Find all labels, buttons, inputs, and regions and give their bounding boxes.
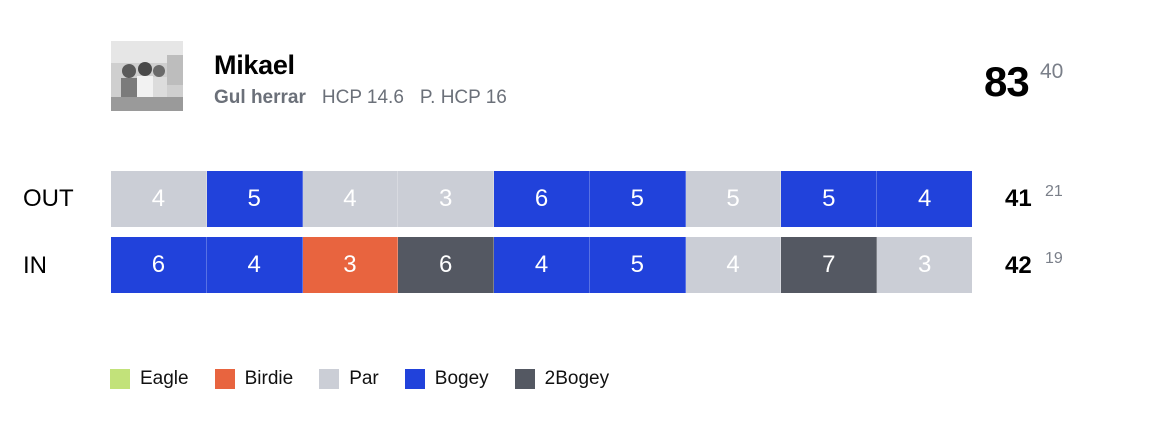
legend-label: 2Bogey bbox=[544, 368, 610, 389]
legend-label: Bogey bbox=[434, 368, 489, 389]
legend-label: Par bbox=[349, 368, 379, 389]
legend-label: Eagle bbox=[140, 368, 189, 389]
legend-item-par: Par bbox=[319, 368, 379, 390]
row-score-in: 42 bbox=[1005, 252, 1032, 279]
row-label-in: IN bbox=[23, 252, 47, 279]
hole-cell: 4 bbox=[685, 237, 782, 293]
hole-cell: 3 bbox=[398, 171, 495, 227]
player-avatar bbox=[111, 41, 183, 111]
player-name: Mikael bbox=[214, 50, 295, 80]
row-label-out: OUT bbox=[23, 185, 74, 212]
legend-swatch bbox=[214, 369, 235, 389]
hole-cell: 4 bbox=[111, 171, 207, 227]
total-points: 40 bbox=[1040, 60, 1064, 83]
legend-label: Birdie bbox=[244, 368, 294, 389]
playing-hcp-label: P. HCP 16 bbox=[419, 87, 507, 108]
hole-cell: 5 bbox=[589, 171, 686, 227]
legend-item-bogey: Bogey bbox=[404, 368, 489, 390]
hole-cell: 5 bbox=[685, 171, 782, 227]
hole-cell: 7 bbox=[781, 237, 878, 293]
legend: Eagle Birdie Par Bogey 2Bogey bbox=[110, 368, 635, 390]
hole-cell: 5 bbox=[589, 237, 686, 293]
hole-cell: 6 bbox=[111, 237, 207, 293]
hole-cell: 4 bbox=[302, 171, 399, 227]
hcp-label: HCP 14.6 bbox=[321, 87, 404, 108]
legend-item-birdie: Birdie bbox=[214, 368, 294, 390]
hole-cell: 4 bbox=[877, 171, 973, 227]
hole-cell: 3 bbox=[877, 237, 973, 293]
tee-label: Gul herrar bbox=[214, 87, 306, 108]
legend-swatch bbox=[514, 369, 535, 389]
legend-swatch bbox=[319, 369, 340, 389]
player-meta: Gul herrar HCP 14.6 P. HCP 16 bbox=[214, 87, 523, 109]
hole-cell: 6 bbox=[494, 171, 590, 227]
row-points-out: 21 bbox=[1045, 183, 1063, 200]
total-score: 83 bbox=[984, 58, 1030, 105]
row-points-in: 19 bbox=[1045, 250, 1063, 267]
legend-swatch bbox=[110, 369, 130, 389]
hole-cell: 5 bbox=[781, 171, 878, 227]
hole-cell: 4 bbox=[494, 237, 590, 293]
legend-item-eagle: Eagle bbox=[110, 368, 189, 390]
hole-cell: 3 bbox=[302, 237, 399, 293]
legend-swatch bbox=[404, 369, 425, 389]
hole-cell: 5 bbox=[206, 171, 303, 227]
row-score-out: 41 bbox=[1005, 185, 1032, 212]
hole-cell: 6 bbox=[398, 237, 495, 293]
hole-cell: 4 bbox=[206, 237, 303, 293]
legend-item-double-bogey: 2Bogey bbox=[514, 368, 610, 390]
